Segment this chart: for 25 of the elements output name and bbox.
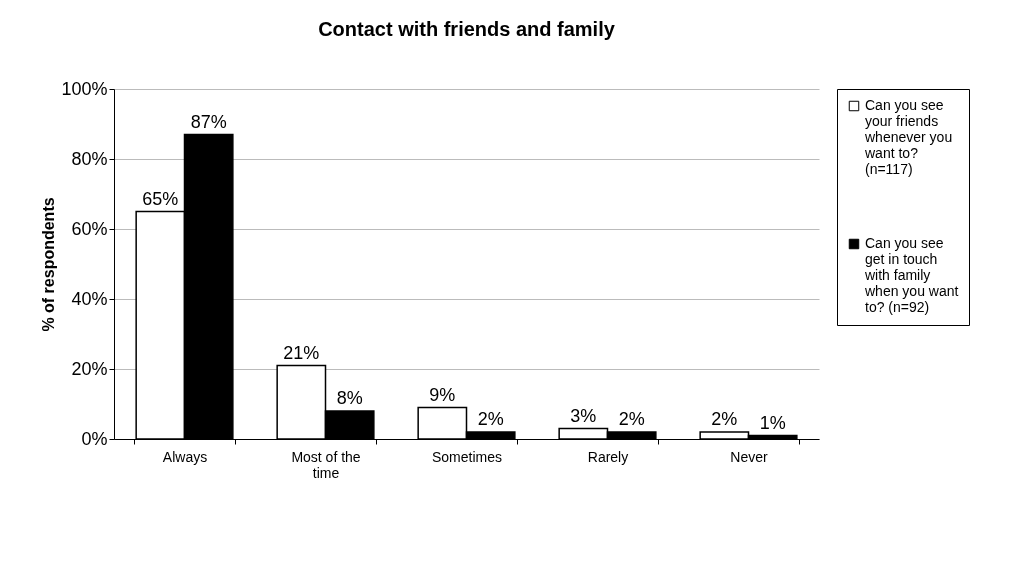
data-label: 2% xyxy=(711,409,738,429)
y-tick-label: 60% xyxy=(71,218,108,239)
legend-label: Can you see get in touch with family when you want to? (n=92) xyxy=(864,235,959,315)
y-tick-label: 100% xyxy=(61,78,108,99)
y-tick-label: 80% xyxy=(71,148,108,169)
x-tick-label: Most of the time xyxy=(291,448,361,481)
data-label: 9% xyxy=(429,384,456,405)
y-axis-title: % of respondents xyxy=(40,197,58,332)
x-tick-label: Sometimes xyxy=(431,448,503,465)
data-label: 65% xyxy=(142,188,179,209)
data-label: 87% xyxy=(190,111,227,132)
chart-title: Contact with friends and family xyxy=(318,18,616,40)
data-label: 21% xyxy=(283,342,320,363)
x-tick-label: Rarely xyxy=(587,448,629,465)
data-label: 8% xyxy=(336,388,363,408)
x-tick-label: Always xyxy=(162,448,208,465)
y-tick-label: 40% xyxy=(71,288,108,309)
data-label: 1% xyxy=(759,412,786,433)
y-tick-label: 0% xyxy=(81,428,108,449)
legend-label: Can you see your friends whenever you want to? (n=117) xyxy=(864,97,953,177)
data-label: 3% xyxy=(570,405,597,426)
data-label: 2% xyxy=(618,409,645,429)
y-tick-label: 20% xyxy=(71,358,108,379)
x-tick-label: Never xyxy=(730,448,768,465)
data-label: 2% xyxy=(477,409,504,429)
